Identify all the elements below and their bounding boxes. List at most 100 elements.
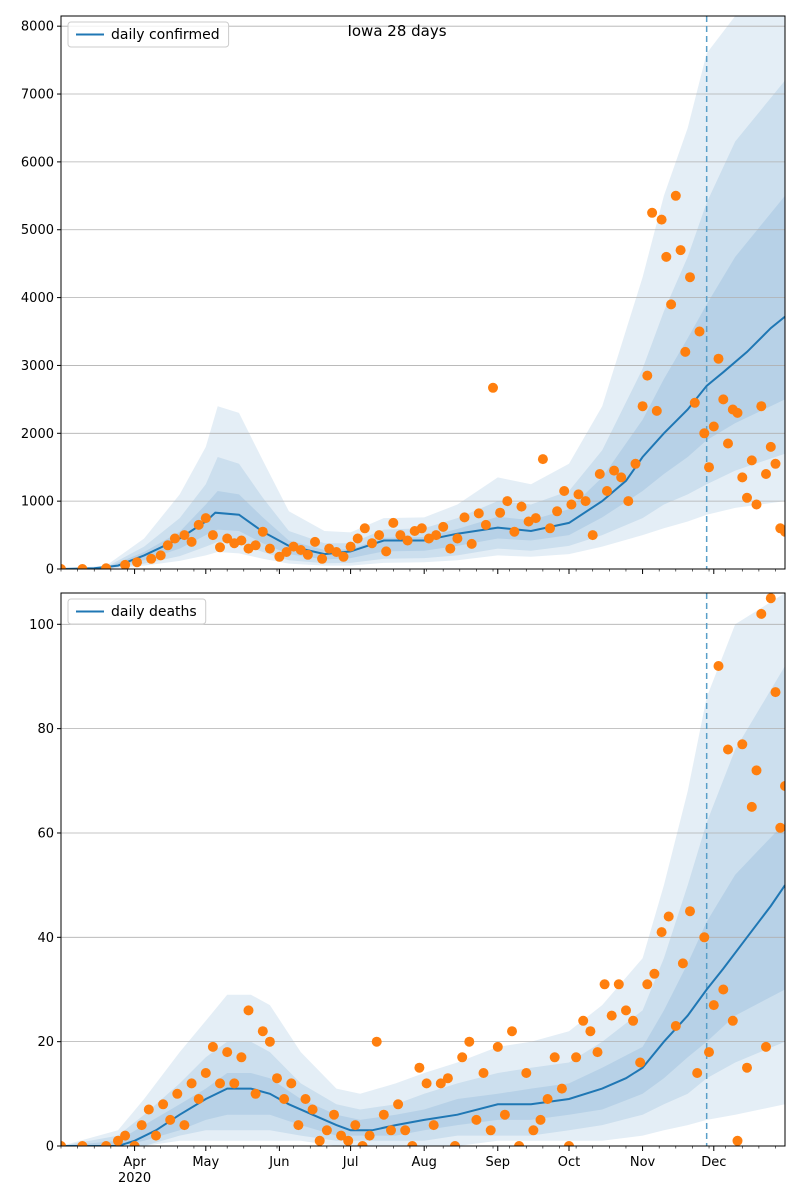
confirmed-observed-point xyxy=(723,438,733,449)
deaths-observed-point xyxy=(699,932,710,943)
deaths-axes xyxy=(60,592,786,1147)
confirmed-observed-point xyxy=(694,326,705,337)
deaths-observed-point xyxy=(193,1094,204,1104)
deaths-observed-point xyxy=(737,739,748,750)
deaths-observed-point xyxy=(756,608,767,619)
deaths-observed-point xyxy=(136,1120,147,1131)
confirmed-observed-point xyxy=(431,530,442,541)
deaths-observed-point xyxy=(507,1026,517,1037)
xtick-label: Jul xyxy=(342,1155,359,1170)
confirmed-observed-point xyxy=(179,530,190,541)
deaths-observed-point xyxy=(165,1114,176,1125)
confirmed-observed-point xyxy=(609,465,620,476)
deaths-observed-point xyxy=(300,1094,311,1104)
deaths-observed-point xyxy=(732,1135,743,1146)
confirmed-observed-point xyxy=(666,299,677,310)
deaths-observed-point xyxy=(120,1130,131,1141)
confirmed-observed-point xyxy=(580,496,591,507)
deaths-observed-point xyxy=(186,1078,197,1089)
confirmed-observed-point xyxy=(459,512,470,523)
deaths-observed-point xyxy=(435,1078,446,1089)
deaths-observed-point xyxy=(371,1036,382,1047)
deaths-observed-point xyxy=(628,1015,639,1026)
confirmed-ytick-label: 7000 xyxy=(21,88,54,103)
deaths-observed-point xyxy=(670,1021,681,1031)
deaths-observed-point xyxy=(442,1073,453,1084)
confirmed-observed-point xyxy=(530,513,541,524)
confirmed-observed-point xyxy=(281,547,292,557)
confirmed-axes xyxy=(60,15,786,570)
confirmed-ytick-label: 8000 xyxy=(21,20,54,35)
deaths-observed-point xyxy=(229,1078,240,1089)
confirmed-observed-point xyxy=(566,499,577,510)
deaths-ytick-label: 40 xyxy=(37,931,54,946)
confirmed-observed-point xyxy=(713,353,724,364)
confirmed-observed-point xyxy=(780,526,785,537)
confirmed-observed-point xyxy=(250,540,261,551)
xtick-label: Oct xyxy=(558,1155,580,1170)
confirmed-observed-point xyxy=(352,533,363,544)
confirmed-axes-frame xyxy=(60,15,786,570)
confirmed-observed-point xyxy=(642,370,653,381)
confirmed-observed-point xyxy=(751,499,762,510)
confirmed-observed-point xyxy=(761,469,771,479)
deaths-observed-point xyxy=(236,1052,247,1063)
confirmed-observed-point xyxy=(685,272,695,283)
deaths-ytick-label: 20 xyxy=(37,1035,54,1050)
confirmed-observed-point xyxy=(466,538,477,549)
xtick-label: Nov xyxy=(630,1155,656,1170)
confirmed-observed-point xyxy=(516,501,527,512)
deaths-observed-point xyxy=(775,822,785,833)
confirmed-observed-point xyxy=(704,462,714,473)
deaths-observed-point xyxy=(592,1047,603,1058)
deaths-observed-point xyxy=(421,1078,432,1089)
confirmed-observed-point xyxy=(675,245,686,256)
confirmed-observed-point xyxy=(480,519,491,530)
confirmed-observed-point xyxy=(215,542,225,553)
deaths-observed-point xyxy=(77,1141,88,1146)
confirmed-observed-point xyxy=(742,492,752,503)
confirmed-observed-point xyxy=(770,458,781,469)
deaths-observed-point xyxy=(464,1036,475,1047)
deaths-observed-point xyxy=(200,1068,211,1078)
deaths-observed-point xyxy=(599,979,610,990)
confirmed-observed-points xyxy=(61,190,785,569)
deaths-observed-point xyxy=(321,1125,332,1136)
confirmed-observed-point xyxy=(718,394,729,405)
confirmed-observed-point xyxy=(302,549,313,560)
deaths-observed-point xyxy=(751,765,762,776)
deaths-observed-point xyxy=(677,958,688,969)
confirmed-observed-point xyxy=(295,545,306,555)
deaths-observed-point xyxy=(222,1047,233,1058)
confirmed-observed-point xyxy=(402,535,413,546)
confirmed-observed-point xyxy=(264,543,275,554)
confirmed-observed-point xyxy=(699,428,710,439)
confirmed-observed-point xyxy=(602,486,612,496)
deaths-observed-point xyxy=(635,1057,646,1068)
confirmed-observed-point xyxy=(495,507,506,518)
deaths-observed-point xyxy=(765,593,776,604)
deaths-observed-point xyxy=(61,1141,66,1146)
confirmed-band-middle xyxy=(61,80,785,569)
confirmed-ytick-label: 2000 xyxy=(21,427,54,442)
deaths-observed-point xyxy=(357,1141,368,1146)
confirmed-observed-point xyxy=(656,214,667,225)
deaths-observed-points xyxy=(61,593,785,1146)
deaths-observed-point xyxy=(578,1015,589,1026)
confirmed-observed-point xyxy=(207,530,218,541)
confirmed-observed-point xyxy=(552,506,563,517)
confirmed-observed-point xyxy=(77,564,88,569)
deaths-observed-point xyxy=(492,1041,503,1052)
xtick-label: Aug xyxy=(411,1155,436,1170)
confirmed-observed-point xyxy=(155,550,166,561)
deaths-observed-point xyxy=(393,1099,404,1110)
xtick-label: Apr xyxy=(123,1155,146,1170)
confirmed-observed-point xyxy=(651,405,662,416)
deaths-observed-point xyxy=(272,1073,282,1084)
confirmed-series-line xyxy=(61,315,785,569)
confirmed-observed-point xyxy=(200,513,211,524)
deaths-observed-point xyxy=(564,1141,574,1146)
confirmed-observed-point xyxy=(594,469,605,479)
confirmed-y-ticks: 0 1000 2000 3000 4000 5000 6000 7000 8000 xyxy=(21,20,61,578)
